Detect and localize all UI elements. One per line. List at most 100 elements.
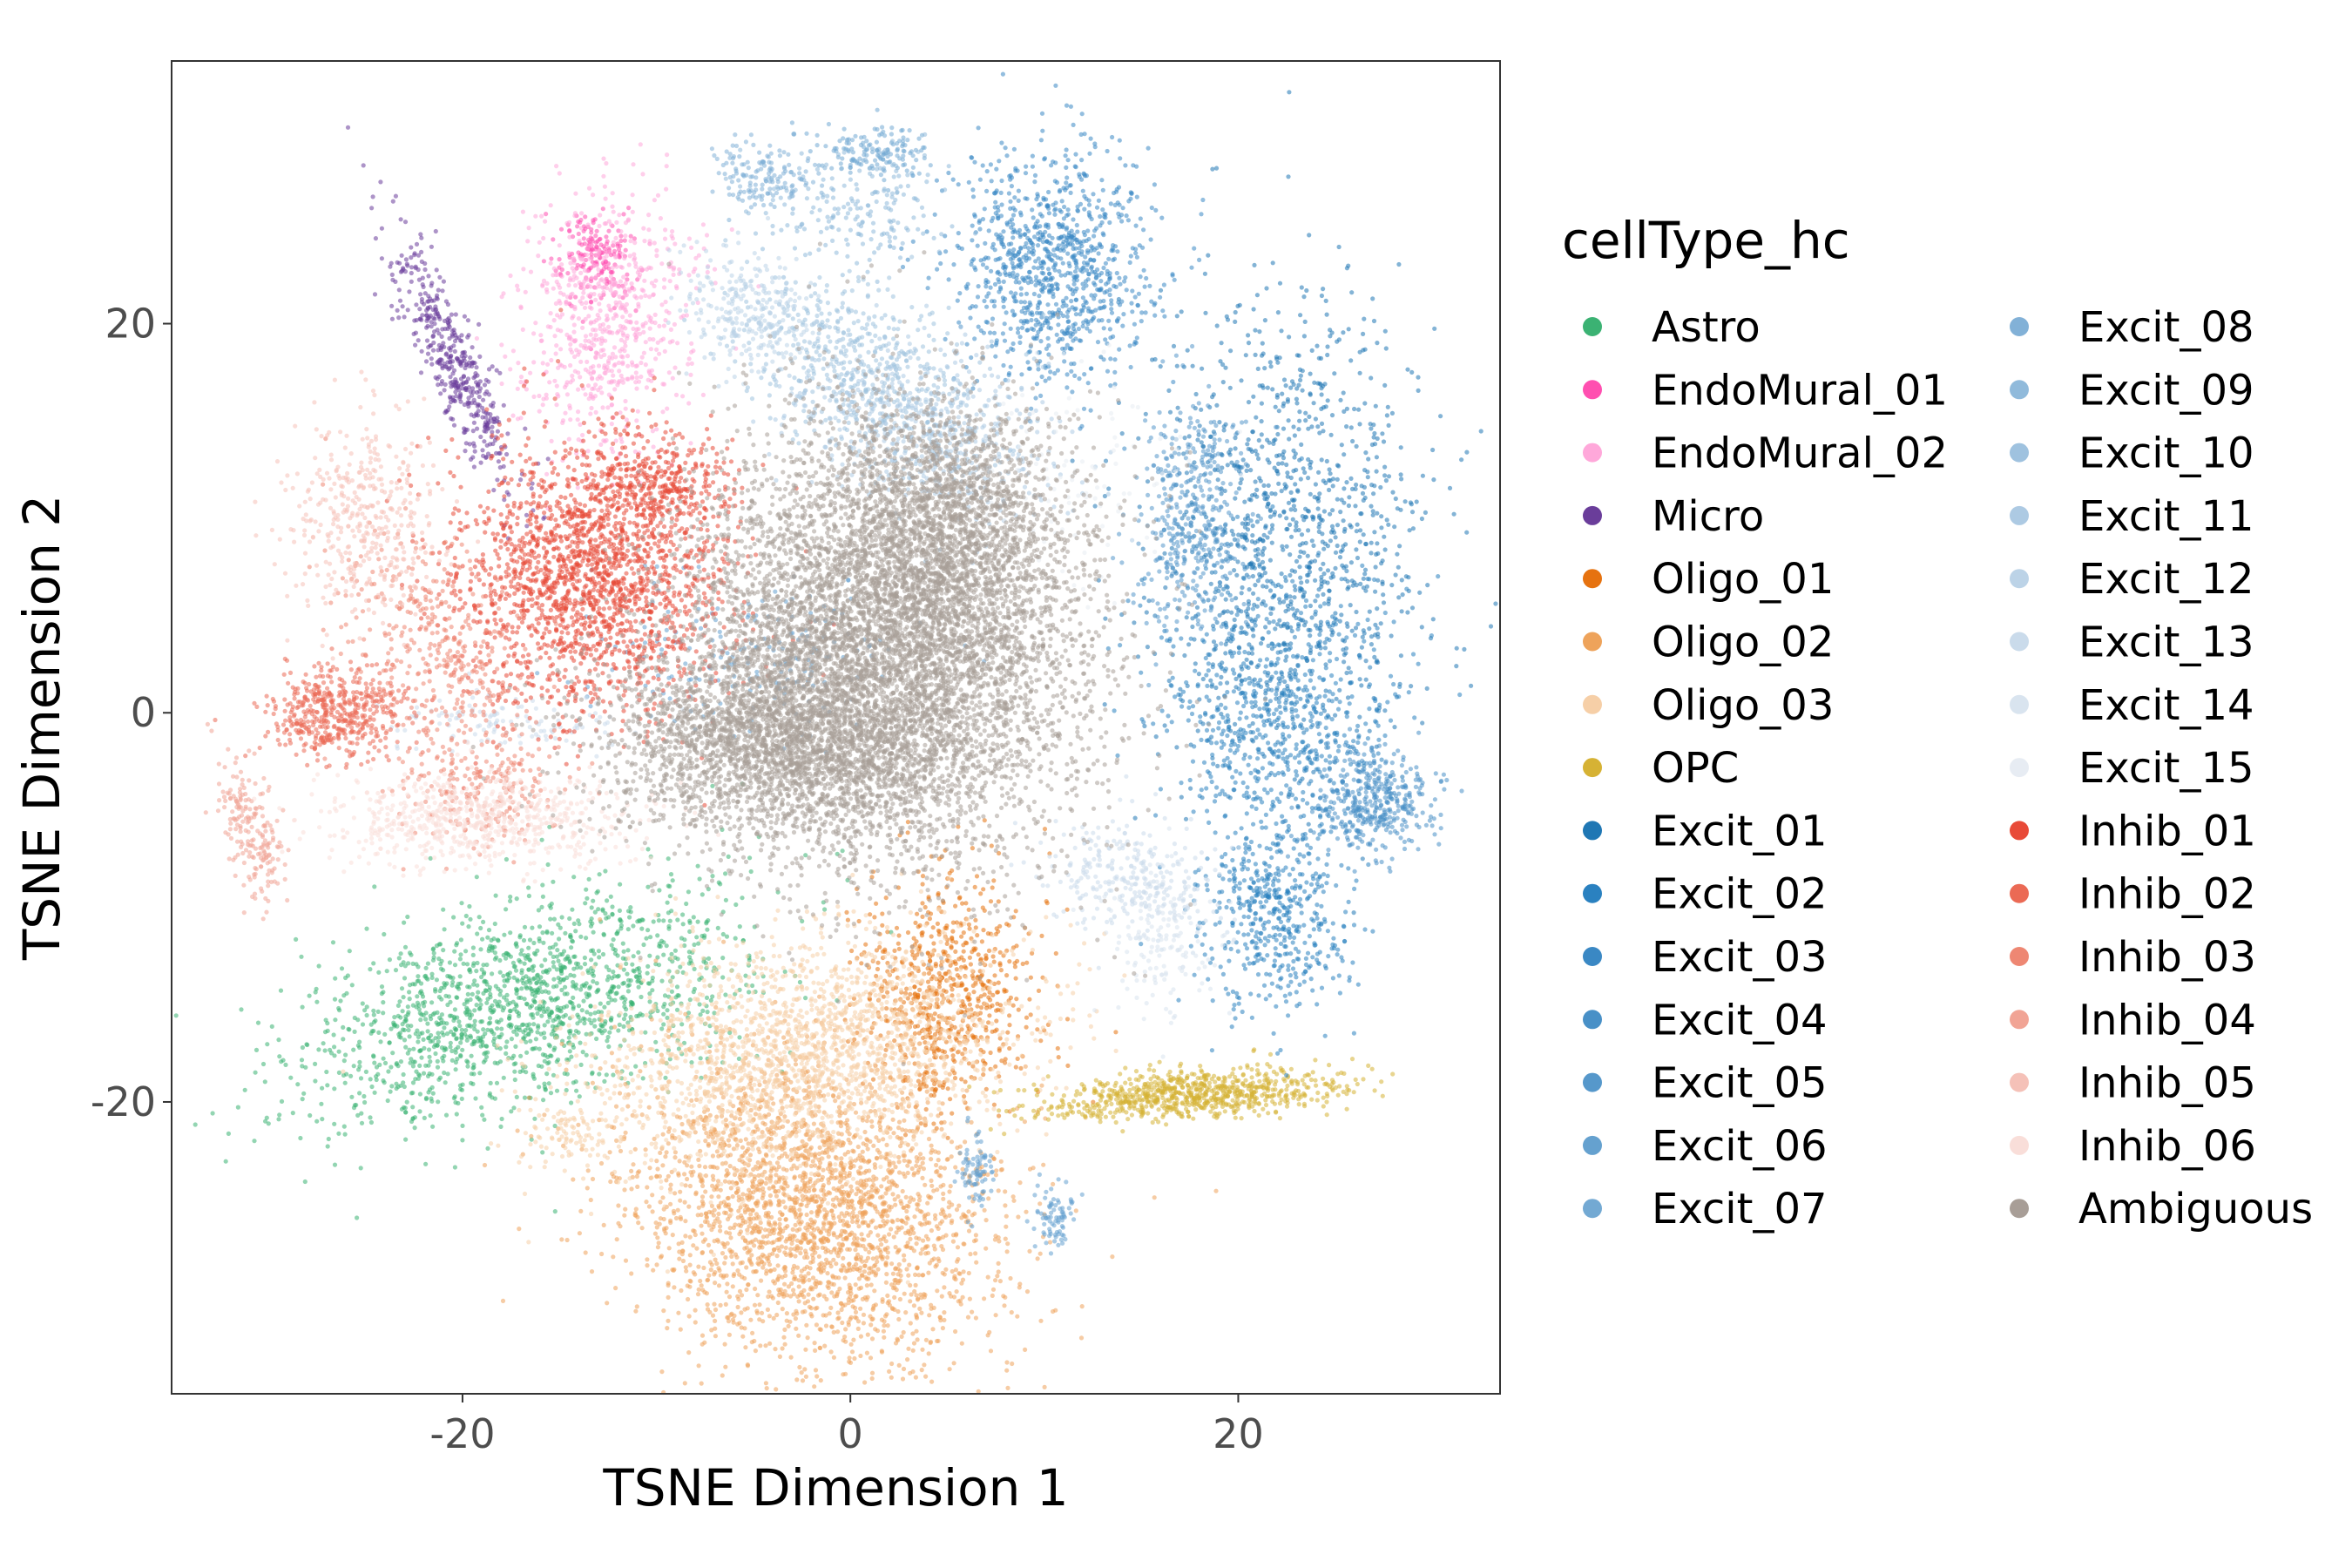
legend-key	[2010, 506, 2029, 525]
cluster-opc-1	[967, 1047, 1395, 1136]
legend-item-excit-07: Excit_07	[1583, 1185, 1828, 1233]
legend-item-inhib-03: Inhib_03	[2010, 933, 2256, 982]
legend-key	[2010, 884, 2029, 903]
series-inhib-04	[204, 722, 291, 922]
legend-label: Excit_10	[2078, 429, 2254, 478]
x-tick-label: -20	[429, 1410, 495, 1457]
legend-item-excit-12: Excit_12	[2010, 555, 2254, 604]
legend-label: EndoMural_01	[1652, 366, 1948, 415]
legend-item-inhib-01: Inhib_01	[2010, 807, 2256, 855]
cluster-oligo-03-1	[341, 871, 1126, 1284]
legend-key	[2010, 317, 2029, 336]
legend-label: Excit_02	[1652, 870, 1828, 919]
legend-key	[2010, 758, 2029, 777]
cluster-inhib-02-1	[213, 646, 434, 770]
legend-key	[2010, 821, 2029, 840]
legend-item-excit-04: Excit_04	[1583, 996, 1828, 1044]
cluster-excit-07-1	[790, 108, 933, 193]
series-oligo-03	[341, 871, 1126, 1284]
legend-label: Micro	[1652, 492, 1764, 541]
y-tick-label: 0	[131, 689, 156, 736]
legend-label: Inhib_05	[2078, 1059, 2256, 1108]
legend-item-excit-02: Excit_02	[1583, 870, 1828, 919]
x-tick-label: 20	[1213, 1410, 1264, 1457]
legend-label: Excit_13	[2078, 618, 2254, 667]
legend-key	[1583, 947, 1602, 966]
cluster-excit-13-1	[1009, 774, 1241, 970]
legend-item-excit-10: Excit_10	[2010, 429, 2254, 478]
x-tick-label: 0	[838, 1410, 863, 1457]
legend-item-excit-05: Excit_05	[1583, 1059, 1828, 1108]
cluster-excit-01-1	[1071, 90, 1498, 915]
legend-label: Excit_12	[2078, 555, 2254, 604]
legend-key	[1583, 506, 1602, 525]
legend-key	[2010, 1010, 2029, 1029]
legend-item-inhib-02: Inhib_02	[2010, 870, 2256, 919]
cluster-inhib-04-1	[204, 722, 291, 922]
legend-item-endomural-01: EndoMural_01	[1583, 366, 1948, 415]
legend-title: cellType_hc	[1562, 211, 1850, 270]
legend-item-endomural-02: EndoMural_02	[1583, 429, 1948, 478]
legend-item-astro: Astro	[1583, 303, 1761, 352]
legend-label: Oligo_01	[1652, 555, 1834, 604]
legend-label: Excit_01	[1652, 807, 1828, 855]
legend-item-oligo-02: Oligo_02	[1583, 618, 1834, 667]
series-excit-01	[1071, 90, 1498, 915]
legend-key	[2010, 632, 2029, 652]
legend-key	[1583, 758, 1602, 777]
y-axis-ticks: -20 0 20	[91, 301, 172, 1125]
x-axis-ticks: -20 0 20	[429, 1394, 1263, 1457]
cluster-oligo-03-2	[528, 1092, 626, 1169]
legend-label: Excit_09	[2078, 366, 2254, 415]
legend-key	[2010, 947, 2029, 966]
legend-label: Astro	[1652, 303, 1761, 352]
legend-label: EndoMural_02	[1652, 429, 1948, 478]
legend-key	[2010, 380, 2029, 399]
legend-key	[2010, 1136, 2029, 1155]
legend-label: Inhib_03	[2078, 933, 2256, 982]
legend-label: Excit_06	[1652, 1122, 1828, 1171]
scatter-points	[174, 72, 1498, 1396]
legend-key	[1583, 380, 1602, 399]
legend-label: Excit_03	[1652, 933, 1828, 982]
legend-key	[1583, 1073, 1602, 1092]
cluster-excit-09-1	[724, 132, 977, 284]
series-inhib-02	[213, 646, 434, 770]
legend-label: Inhib_04	[2078, 996, 2256, 1044]
legend-key	[2010, 1199, 2029, 1218]
legend-key	[2010, 443, 2029, 463]
cluster-micro-1	[346, 125, 551, 541]
legend-key	[1583, 317, 1602, 336]
legend-label: Inhib_06	[2078, 1122, 2256, 1171]
legend-label: Inhib_01	[2078, 807, 2256, 855]
cluster-excit-14-1	[1071, 827, 1235, 1059]
legend-label: Excit_15	[2078, 744, 2254, 793]
legend-key	[1583, 632, 1602, 652]
legend-item-excit-01: Excit_01	[1583, 807, 1828, 855]
legend-item-inhib-04: Inhib_04	[2010, 996, 2256, 1044]
legend-key	[1583, 821, 1602, 840]
legend-key	[1583, 1136, 1602, 1155]
legend-label: Excit_08	[2078, 303, 2254, 352]
y-tick-label: -20	[91, 1078, 156, 1125]
legend-key	[1583, 695, 1602, 714]
legend-item-excit-14: Excit_14	[2010, 681, 2254, 730]
legend-key	[1583, 1010, 1602, 1029]
legend-item-ambiguous: Ambiguous	[2010, 1185, 2313, 1233]
series-excit-07	[790, 108, 933, 193]
legend-item-oligo-03: Oligo_03	[1583, 681, 1834, 730]
y-tick-label: 20	[105, 301, 156, 348]
series-micro	[346, 125, 551, 541]
legend-key	[1583, 1199, 1602, 1218]
legend-key	[1583, 443, 1602, 463]
x-axis-title: TSNE Dimension 1	[602, 1458, 1068, 1517]
legend-label: Excit_07	[1652, 1185, 1828, 1233]
legend-item-inhib-05: Inhib_05	[2010, 1059, 2256, 1108]
legend-key	[1583, 884, 1602, 903]
series-excit-09	[724, 132, 977, 284]
legend-item-inhib-06: Inhib_06	[2010, 1122, 2256, 1171]
legend-item-opc: OPC	[1583, 744, 1739, 793]
legend-label: Excit_04	[1652, 996, 1828, 1044]
legend-item-micro: Micro	[1583, 492, 1764, 541]
